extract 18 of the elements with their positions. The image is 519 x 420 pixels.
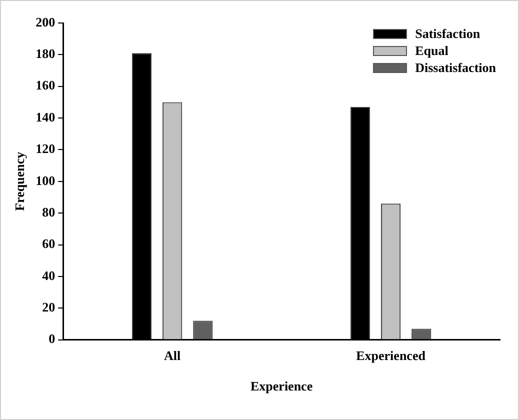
y-tick-label: 180 <box>36 46 56 62</box>
y-tick-label: 20 <box>42 299 56 314</box>
y-tick-label: 100 <box>36 172 56 188</box>
x-tick-label: Experienced <box>356 348 426 363</box>
y-tick-label: 40 <box>42 268 56 283</box>
legend-label: Satisfaction <box>415 26 480 42</box>
legend-label: Dissatisfaction <box>415 60 496 76</box>
y-axis-title: Frequency <box>12 151 28 211</box>
y-tick-label: 200 <box>36 14 56 30</box>
y-tick-label: 60 <box>42 236 56 252</box>
x-tick-label: All <box>164 348 182 363</box>
y-tick-label: 120 <box>36 141 56 156</box>
y-tick-label: 0 <box>48 331 56 346</box>
y-tick-label: 80 <box>42 204 56 220</box>
x-axis-title: Experience <box>250 378 313 394</box>
y-tick-label: 160 <box>36 78 56 93</box>
legend-label: Equal <box>415 42 448 58</box>
y-tick-label: 140 <box>36 109 56 124</box>
